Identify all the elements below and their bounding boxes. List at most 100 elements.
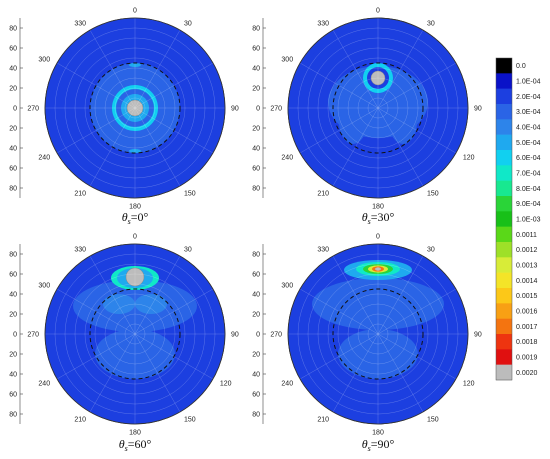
grid-spoke (134, 107, 181, 187)
grid-circle (64, 263, 206, 405)
grid-spoke (299, 333, 379, 380)
radial-tick-label: 20 (9, 86, 17, 93)
grid-circle (94, 67, 176, 149)
radial-tick-label: 40 (9, 66, 17, 73)
angular-tick-label: 210 (317, 190, 329, 197)
angular-tick-label: 180 (372, 204, 384, 211)
colorbar-label: 1.0E-04 (516, 79, 541, 86)
angular-tick-label: 300 (38, 283, 50, 290)
radial-tick-label: 80 (9, 252, 17, 259)
radial-tick-label: 80 (252, 26, 260, 33)
angular-tick-label: 270 (27, 332, 39, 339)
grid-circle (54, 253, 216, 415)
lobe-contour (389, 100, 417, 144)
angular-tick-label: 270 (27, 106, 39, 113)
angular-tick-label: 330 (74, 21, 86, 28)
angular-tick-label: 180 (129, 430, 141, 437)
caption-sub: s (368, 217, 371, 226)
grid-spoke (134, 62, 214, 109)
grid-spoke (56, 107, 136, 154)
radial-tick-label: 80 (252, 412, 260, 419)
angular-tick-label: 240 (281, 155, 293, 162)
colorbar-label: 0.0018 (516, 339, 538, 346)
grid-circle (114, 87, 156, 129)
angular-tick-label: 240 (281, 381, 293, 388)
grid-spoke (377, 107, 424, 187)
caption-var: θ (362, 210, 368, 224)
angular-tick-label: 240 (38, 381, 50, 388)
angular-tick-label: 300 (38, 57, 50, 64)
colorbar-label: 3.0E-04 (516, 109, 541, 116)
colorbar-swatch (496, 226, 512, 243)
angular-tick-label: 120 (463, 155, 475, 162)
angular-tick-label: 90 (231, 106, 239, 113)
caption-value: =30° (371, 210, 395, 224)
angular-tick-label: 300 (281, 57, 293, 64)
rim-contour (45, 244, 225, 424)
colorbar-swatch (496, 242, 512, 258)
colorbar-swatch (496, 257, 512, 273)
angular-tick-label: 30 (427, 21, 435, 28)
angular-tick-label: 210 (74, 190, 86, 197)
radial-tick-label: 80 (9, 186, 17, 193)
grid-circle (367, 323, 389, 345)
dashed-reference-circle (89, 62, 181, 154)
grid-circle (297, 253, 459, 415)
grid-circle (74, 273, 196, 395)
colorbar-label: 7.0E-04 (516, 171, 541, 178)
colorbar-swatch (496, 134, 512, 151)
grid-circle (94, 293, 176, 375)
radial-tick-label: 0 (256, 106, 260, 113)
radial-tick-label: 80 (252, 252, 260, 259)
hotspot-center (126, 99, 144, 117)
panel-caption: θs=90° (362, 437, 395, 453)
colorbar-swatch (496, 288, 512, 304)
grid-circle (357, 87, 399, 129)
caption-var: θ (119, 437, 125, 451)
grid-spoke (377, 333, 424, 413)
radial-tick-label: 60 (9, 166, 17, 173)
rim-contour (288, 18, 468, 198)
hotspot-center (370, 70, 386, 86)
caption-value: =60° (128, 437, 152, 451)
dashed-reference-circle (332, 288, 424, 380)
radial-tick-label: 20 (9, 126, 17, 133)
grid-circle (54, 27, 216, 189)
lobe-contour (103, 294, 135, 314)
polar-panel-90: 0 30 90 120 150 180 210 240 270 300 330 80 60 40 20 0 20… (252, 234, 482, 454)
radial-tick-label: 0 (13, 332, 17, 339)
angular-tick-label: 150 (427, 190, 439, 197)
colorbar-swatch (496, 88, 512, 105)
radial-tick-label: 0 (256, 332, 260, 339)
colorbar-swatch (496, 165, 512, 181)
grid-spoke (377, 255, 424, 335)
angular-tick-label: 30 (184, 247, 192, 254)
radial-tick-label: 0 (13, 106, 17, 113)
angular-tick-label: 180 (129, 204, 141, 211)
grid-circle (104, 303, 166, 365)
radial-tick-label: 60 (252, 392, 260, 399)
hotspot-center (125, 267, 145, 287)
colorbar-label: 0.0016 (516, 309, 538, 316)
colorbar-swatch (496, 58, 512, 74)
radial-tick-label: 20 (9, 312, 17, 319)
caption-sub: s (368, 444, 371, 453)
caption-var: θ (122, 210, 128, 224)
inner-contour (73, 280, 197, 332)
colorbar-label: 0.0015 (516, 293, 538, 300)
angular-tick-label: 90 (474, 106, 482, 113)
radial-tick-label: 40 (9, 372, 17, 379)
contour-layer (45, 244, 225, 424)
inner-contour (338, 329, 418, 379)
angular-tick-label: 210 (74, 416, 86, 423)
angular-tick-label: 0 (133, 234, 137, 241)
grid-circle (297, 27, 459, 189)
grid-circle (337, 293, 419, 375)
hotspot-peak (375, 267, 381, 271)
colorbar-swatch (496, 318, 512, 335)
colorbar: 0.0 1.0E-04 2.0E-04 3.0E-04 4.0E-04 5.0E-04 6.… (495, 57, 541, 381)
grid-spoke (89, 255, 136, 335)
dashed-reference-circle (89, 288, 181, 380)
colorbar-label: 8.0E-04 (516, 186, 541, 193)
grid-circle (347, 303, 409, 365)
